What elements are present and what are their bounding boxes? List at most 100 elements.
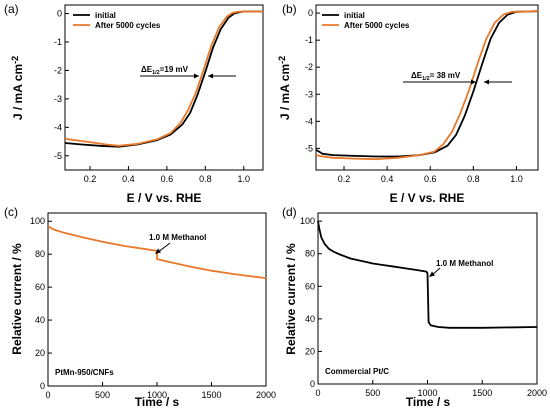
panel-label-c: (c) — [4, 205, 18, 219]
sample-caption: Commercial Pt/C — [325, 367, 389, 376]
panel-label-d: (d) — [282, 205, 297, 219]
panel-label-a: (a) — [4, 2, 19, 16]
series-line-initial — [64, 10, 263, 148]
y-tick-label: 20 — [35, 348, 45, 358]
y-axis-label: J / mA cm-2 — [10, 56, 25, 120]
series-line-after-5000-cycles — [64, 10, 263, 147]
y-tick-label: -5 — [305, 143, 313, 153]
annotation-arrowhead-left — [471, 79, 476, 85]
x-tick-label: 0 — [45, 390, 50, 400]
y-tick-label: 0 — [57, 9, 62, 19]
y-tick-label: -3 — [54, 94, 62, 104]
panel-b: (b) 0.2 0.4 0.6 0.8 1.0 0 -1 -2 -3 -4 -5 E / V vs.… — [277, 2, 539, 205]
annotation-arrowhead-right — [208, 73, 213, 79]
series-group — [315, 10, 539, 161]
y-tick-label: -2 — [54, 65, 62, 75]
x-tick-label: 500 — [95, 390, 110, 400]
y-label-main: J / mA cm — [11, 64, 25, 120]
x-tick-label: 0.2 — [84, 174, 97, 184]
x-tick-label: 0.6 — [161, 174, 174, 184]
y-tick-label: -4 — [305, 116, 313, 126]
panel-label-b: (b) — [282, 2, 297, 16]
legend-label-initial: initial — [95, 11, 116, 20]
axis-ticks: 0 500 1000 1500 2000 0 20 40 60 80 100 — [30, 216, 276, 400]
y-tick-label: 0 — [310, 379, 315, 389]
x-tick-label: 1500 — [201, 390, 221, 400]
panel-c: (c) 0 500 1000 1500 2000 0 20 40 60 80 100 Time / … — [4, 205, 276, 409]
x-axis-label: Time / s — [135, 395, 180, 409]
series-group — [317, 220, 538, 329]
y-tick-label: -4 — [54, 122, 62, 132]
y-tick-label: 100 — [30, 216, 45, 226]
axis-ticks: 0.2 0.4 0.6 0.8 1.0 0 -1 -2 -3 -4 -5 — [54, 9, 250, 184]
x-tick-label: 0.8 — [467, 174, 480, 184]
legend-label-after: After 5000 cycles — [344, 21, 410, 30]
panel-a: (a) 0.2 0.4 0.6 0.8 1.0 0 -1 -2 -3 -4 -5 E / V vs.… — [4, 2, 264, 205]
x-tick-label: 2000 — [256, 390, 276, 400]
x-tick-label: 2000 — [527, 388, 547, 398]
sample-caption: PtMn-950/CNFs — [55, 368, 114, 377]
axis-ticks: 0.2 0.4 0.6 0.8 1.0 0 -1 -2 -3 -4 -5 — [305, 8, 523, 184]
y-tick-label: 0 — [40, 381, 45, 391]
annotation-arrowhead-right — [484, 79, 489, 85]
delta-annotation: ΔE1/2=19 mV — [140, 65, 236, 79]
x-tick-label: 0.4 — [381, 174, 394, 184]
x-tick-label: 0.2 — [338, 174, 351, 184]
y-tick-label: 40 — [35, 315, 45, 325]
y-tick-label: 0 — [308, 8, 313, 18]
y-tick-label: 60 — [35, 282, 45, 292]
x-axis-label: E / V vs. RHE — [390, 191, 465, 205]
x-tick-label: 1000 — [147, 390, 167, 400]
y-tick-label: 20 — [305, 346, 315, 356]
x-tick-label: 1000 — [417, 388, 437, 398]
annotation-text: ΔE1/2=19 mV — [141, 65, 189, 76]
y-tick-label: -5 — [54, 151, 62, 161]
y-tick-label: 60 — [305, 281, 315, 291]
y-tick-label: 40 — [305, 314, 315, 324]
series-line-after-5000-cycles — [315, 10, 539, 161]
y-tick-label: 100 — [300, 216, 315, 226]
x-tick-label: 1.0 — [510, 174, 523, 184]
legend: initial After 5000 cycles — [322, 11, 410, 30]
y-axis-label: Relative current / % — [10, 243, 24, 355]
x-tick-label: 1500 — [472, 388, 492, 398]
y-tick-label: -2 — [305, 62, 313, 72]
x-axis-label: E / V vs. RHE — [127, 191, 202, 205]
y-tick-label: -1 — [54, 37, 62, 47]
legend-label-initial: initial — [344, 11, 365, 20]
methanol-annotation: 1.0 M Methanol — [149, 233, 206, 254]
legend-label-after: After 5000 cycles — [95, 21, 161, 30]
series-line-current — [317, 220, 538, 329]
x-tick-label: 0.6 — [424, 174, 437, 184]
x-tick-label: 0.4 — [122, 174, 135, 184]
x-tick-label: 0 — [315, 388, 320, 398]
series-line-initial — [315, 10, 539, 158]
x-axis-label: Time / s — [406, 395, 451, 409]
y-label-main: J / mA cm — [278, 64, 292, 120]
y-tick-label: 80 — [35, 249, 45, 259]
y-tick-label: 80 — [305, 249, 315, 259]
series-group — [64, 10, 263, 148]
axis-ticks: 0 500 1000 1500 2000 0 20 40 60 80 100 — [300, 216, 547, 398]
y-tick-label: -1 — [305, 35, 313, 45]
delta-annotation: ΔE1/2= 38 mV — [403, 71, 512, 85]
y-axis-label: J / mA cm-2 — [277, 56, 292, 120]
y-label-sup: -2 — [10, 56, 20, 64]
annotation-text: 1.0 M Methanol — [149, 233, 206, 242]
legend: initial After 5000 cycles — [73, 11, 161, 30]
y-tick-label: -3 — [305, 89, 313, 99]
x-tick-label: 1.0 — [238, 174, 251, 184]
methanol-annotation: 1.0 M Methanol — [429, 259, 493, 277]
y-label-sup: -2 — [277, 56, 287, 64]
plot-frame — [64, 4, 264, 171]
y-axis-label: Relative current / % — [284, 243, 298, 355]
panel-d: (d) 0 500 1000 1500 2000 0 20 40 60 80 100 Time / … — [282, 205, 547, 409]
annotation-arrowhead-left — [194, 73, 199, 79]
annotation-text: 1.0 M Methanol — [436, 259, 493, 268]
annotation-arrowhead — [155, 248, 161, 254]
annotation-text: ΔE1/2= 38 mV — [411, 71, 461, 82]
annotation-arrowhead — [429, 271, 435, 277]
x-tick-label: 500 — [365, 388, 380, 398]
